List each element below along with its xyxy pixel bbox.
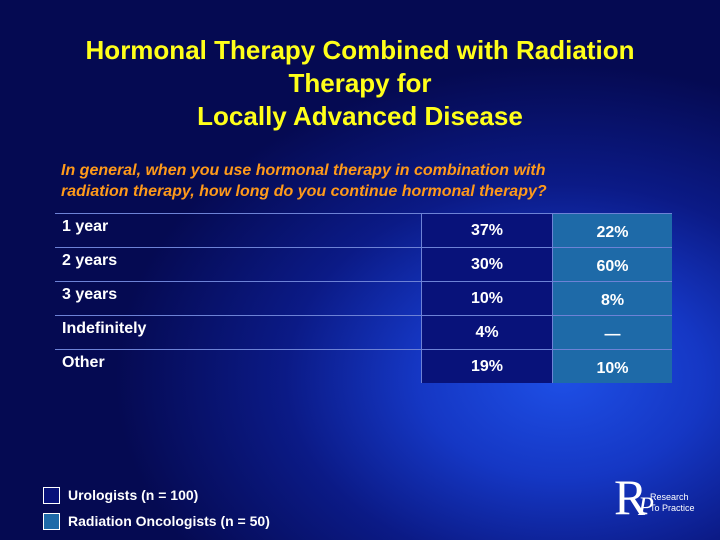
question-line-1: In general, when you use hormonal therap… (61, 162, 546, 179)
slide-title: Hormonal Therapy Combined with Radiation… (0, 34, 720, 133)
row-label: Indefinitely (62, 320, 147, 337)
logo-letter-r: R (614, 469, 648, 525)
urologists-value: 19% (421, 350, 552, 383)
radiation-oncologists-value: 10% (552, 350, 672, 383)
title-line-1: Hormonal Therapy Combined with Radiation (85, 35, 635, 65)
radiation-oncologists-swatch (43, 513, 60, 530)
urologists-value: 4% (421, 316, 552, 349)
radiation-oncologists-value: 22% (552, 214, 672, 247)
title-line-3: Locally Advanced Disease (197, 101, 523, 131)
table-row: 1 year 37% 22% (55, 213, 672, 247)
title-line-2: Therapy for (288, 68, 432, 98)
radiation-oncologists-value: 8% (552, 282, 672, 315)
question-line-2: radiation therapy, how long do you conti… (61, 183, 547, 200)
table-row: Other 19% 10% (55, 349, 672, 383)
results-table: 1 year 37% 22% 2 years 30% 60% 3 years 1… (55, 213, 672, 383)
table-row: Indefinitely 4% — (55, 315, 672, 349)
logo-text-line-2: To Practice (650, 503, 695, 513)
urologists-value: 30% (421, 248, 552, 281)
row-label: Other (62, 354, 105, 371)
row-label: 3 years (62, 286, 118, 303)
legend-label: Radiation Oncologists (n = 50) (68, 513, 270, 529)
table-row: 3 years 10% 8% (55, 281, 672, 315)
research-to-practice-logo: R P Research To Practice (614, 472, 714, 528)
urologists-value: 37% (421, 214, 552, 247)
legend-label: Urologists (n = 100) (68, 487, 199, 503)
logo-letter-p: P (638, 492, 654, 521)
radiation-oncologists-value: 60% (552, 248, 672, 281)
survey-question: In general, when you use hormonal therap… (61, 160, 701, 202)
urologists-swatch (43, 487, 60, 504)
row-label: 1 year (62, 218, 109, 235)
row-label: 2 years (62, 252, 118, 269)
urologists-value: 10% (421, 282, 552, 315)
table-row: 2 years 30% 60% (55, 247, 672, 281)
radiation-oncologists-value: — (552, 316, 672, 349)
logo-text-line-1: Research (650, 492, 689, 502)
